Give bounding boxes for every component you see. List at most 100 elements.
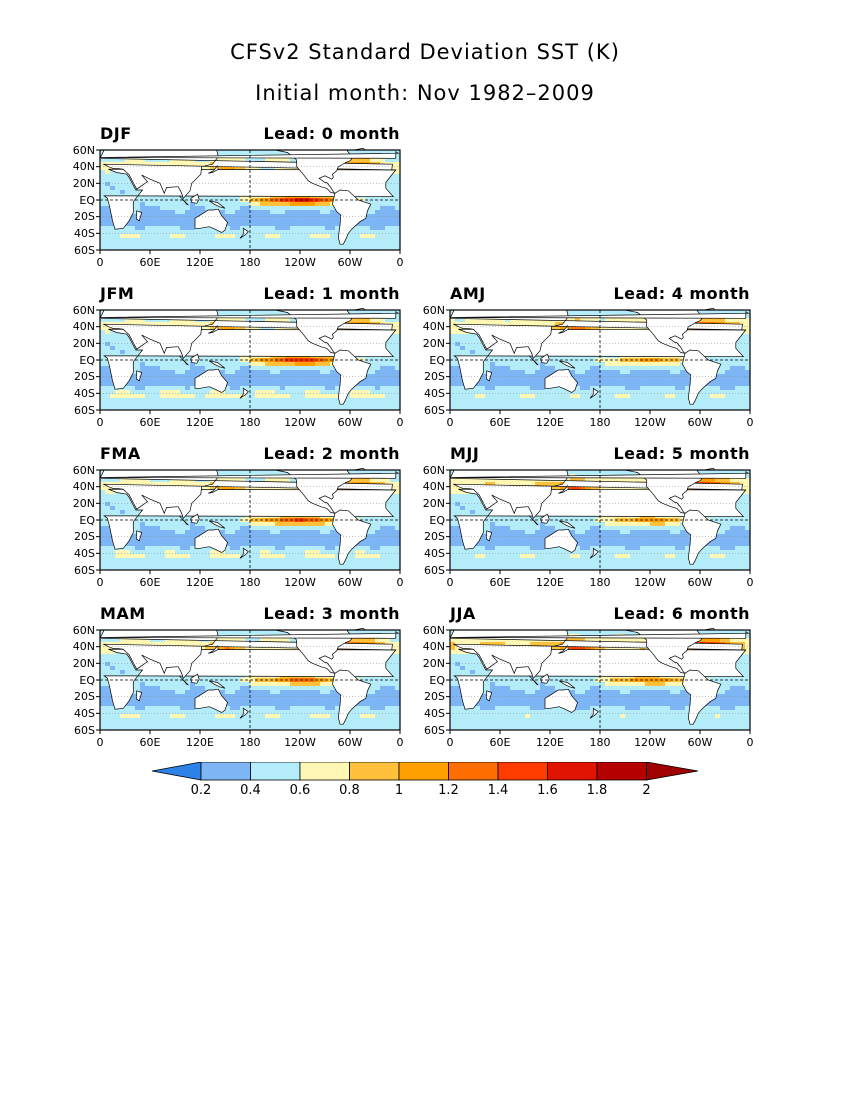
sst-cell [290,398,296,403]
sst-cell [365,226,371,231]
sst-cell [290,378,296,383]
sst-cell [305,210,311,215]
sst-cell [180,378,186,383]
sst-cell [230,234,236,239]
sst-cell [180,530,186,535]
sst-cell [100,246,106,251]
sst-cell [390,182,396,187]
sst-cell [120,502,126,507]
sst-cell [105,222,111,227]
sst-cell [170,378,176,383]
sst-cell [230,390,236,395]
sst-cell [100,194,106,199]
sst-cell [240,366,246,371]
sst-cell [285,538,291,543]
sst-cell [255,470,261,475]
sst-cell [150,638,156,643]
sst-cell [230,402,236,407]
sst-cell [230,382,236,387]
sst-cell [255,166,261,171]
sst-cell [210,402,216,407]
sst-cell [260,546,266,551]
sst-cell [190,206,196,211]
sst-cell [245,638,251,643]
sst-cell [330,206,336,211]
sst-cell [110,330,116,335]
sst-cell [255,478,261,483]
sst-cell [105,230,111,235]
sst-cell [125,342,131,347]
sst-cell [185,554,191,559]
sst-cell [390,158,396,163]
sst-cell [250,238,256,243]
y-tick-label: EQ [79,353,95,367]
sst-cell [125,242,131,247]
sst-cell [245,374,251,379]
sst-cell [155,362,161,367]
sst-cell [165,542,171,547]
sst-cell [120,566,126,571]
sst-cell [145,210,151,215]
sst-cell [140,322,146,327]
sst-cell [315,394,321,399]
sst-cell [210,406,216,411]
sst-cell [175,222,181,227]
sst-cell [260,630,266,635]
y-tick-label: 60S [74,403,95,417]
sst-cell [365,242,371,247]
sst-cell [240,534,246,539]
sst-cell [270,210,276,215]
sst-cell [195,322,201,327]
sst-cell [305,370,311,375]
sst-cell [105,158,111,163]
sst-cell [245,362,251,367]
sst-cell [235,238,241,243]
sst-cell [365,402,371,407]
sst-cell [225,386,231,391]
sst-cell [385,158,391,163]
sst-cell [375,150,381,155]
sst-cell [135,162,141,167]
sst-cell [175,226,181,231]
sst-cell [300,210,306,215]
sst-cell [380,318,386,323]
sst-cell [230,326,236,331]
sst-cell [380,546,386,551]
sst-cell [305,202,311,207]
sst-cell [100,478,106,483]
sst-cell [135,558,141,563]
sst-cell [290,230,296,235]
sst-cell [290,402,296,407]
sst-cell [125,638,131,643]
sst-cell [160,382,166,387]
sst-cell [135,390,141,395]
sst-cell [160,394,166,399]
sst-cell [185,390,191,395]
sst-cell [290,546,296,551]
y-tick-label: 60N [72,463,95,477]
sst-cell [295,550,301,555]
sst-cell [160,370,166,375]
sst-cell [345,398,351,403]
sst-cell [250,470,256,475]
sst-cell [255,538,261,543]
sst-cell [140,210,146,215]
sst-cell [175,402,181,407]
sst-cell [100,350,106,355]
sst-cell [280,378,286,383]
sst-cell [285,242,291,247]
sst-cell [275,362,281,367]
sst-cell [200,646,206,651]
sst-cell [365,150,371,155]
land-outline [209,360,226,369]
sst-cell [335,230,341,235]
sst-cell [280,222,286,227]
sst-cell [260,478,266,483]
sst-cell [375,226,381,231]
sst-cell [185,398,191,403]
sst-cell [290,530,296,535]
sst-cell [270,566,276,571]
sst-cell [295,374,301,379]
sst-cell [250,638,256,643]
sst-cell [100,506,106,511]
